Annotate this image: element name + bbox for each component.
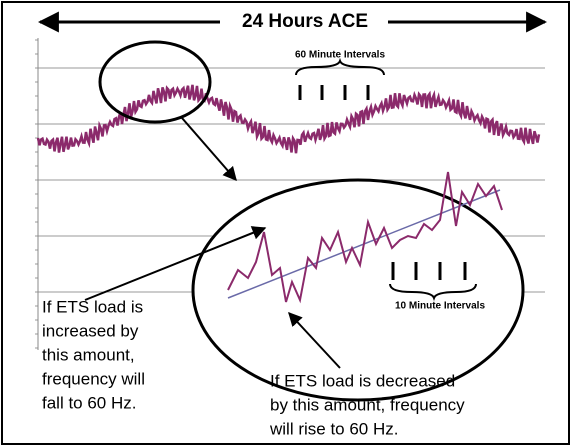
annotation-arrow [84,226,267,301]
annotation-line: by this amount, frequency [270,395,465,414]
label: 60 Minute Intervals [295,50,385,61]
annotation-line: increased by [42,321,139,340]
brace [389,283,477,302]
annotation-line: If ETS load is [42,297,143,316]
annotation-line: If ETS load is decreased [270,371,455,390]
annotation-line: frequency will [42,369,145,388]
annotation: If ETS load is decreased by this amount, … [269,371,465,438]
annotation-line: this amount, [42,345,135,364]
label: 10 Minute Intervals [395,301,485,312]
annotation-arrow [288,311,341,369]
zoom-arrow [181,117,237,182]
zoom-ellipse [191,178,525,402]
title: 24 Hours ACE [242,11,368,32]
zoom-wave [227,171,503,304]
zoom-circle [98,40,212,124]
interval-ticks [298,85,467,280]
annotation-line: will rise to 60 Hz. [269,419,398,438]
wave [36,84,541,154]
annotation: If ETS load is increased by this amount, fr… [42,297,145,412]
brace [295,57,385,76]
annotation-line: fall to 60 Hz. [42,393,137,412]
